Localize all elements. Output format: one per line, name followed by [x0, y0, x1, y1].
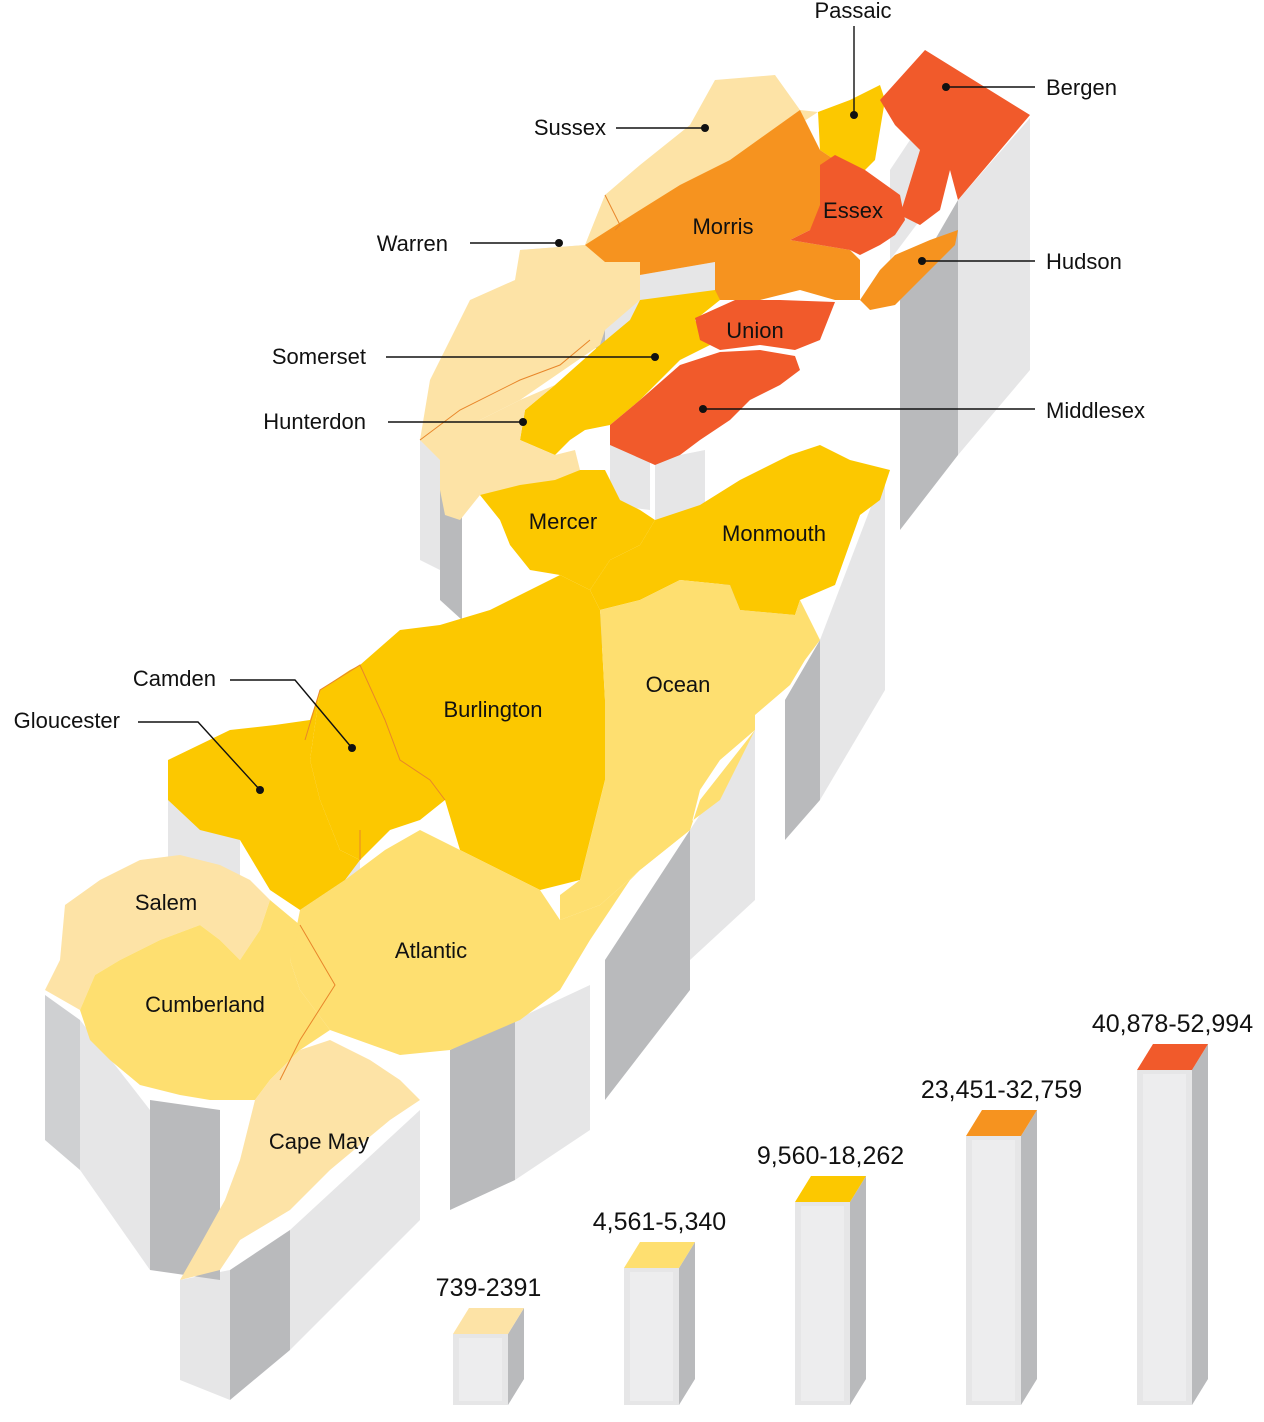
label-camden: Camden: [133, 666, 216, 691]
county-atlantic[interactable]: [290, 730, 755, 1055]
county-burlington[interactable]: [360, 575, 605, 890]
county-warren[interactable]: [420, 230, 640, 440]
label-hunterdon: Hunterdon: [263, 409, 366, 434]
callout-labels: Passaic Bergen Sussex Warren Hudson Some…: [14, 0, 1145, 794]
legend-label-4: 23,451-32,759: [921, 1076, 1082, 1104]
county-union[interactable]: [695, 300, 835, 350]
county-ocean[interactable]: [560, 580, 820, 920]
label-burlington: Burlington: [443, 697, 542, 722]
legend-column-3: 9,560-18,262: [757, 1142, 904, 1405]
county-camden[interactable]: [310, 665, 445, 860]
label-warren: Warren: [377, 231, 448, 256]
label-middlesex: Middlesex: [1046, 398, 1145, 423]
county-cape-may[interactable]: [180, 1040, 420, 1280]
county-hudson[interactable]: [860, 230, 958, 310]
county-shapes: [45, 50, 1030, 1280]
county-cumberland[interactable]: [80, 900, 330, 1100]
label-atlantic: Atlantic: [395, 938, 467, 963]
county-gloucester[interactable]: [168, 690, 360, 910]
legend-label-1: 739-2391: [436, 1274, 542, 1302]
county-essex[interactable]: [790, 155, 905, 255]
label-mercer: Mercer: [529, 509, 597, 534]
legend-column-5: 40,878-52,994: [1092, 1010, 1253, 1405]
label-salem: Salem: [135, 890, 197, 915]
legend-swatch-3: [795, 1176, 866, 1202]
label-cape-may: Cape May: [269, 1129, 369, 1154]
label-hudson: Hudson: [1046, 249, 1122, 274]
legend-swatch-2: [624, 1242, 695, 1268]
legend-column-4: 23,451-32,759: [921, 1076, 1082, 1405]
legend-column-2: 4,561-5,340: [593, 1208, 726, 1405]
county-bergen[interactable]: [880, 50, 1030, 225]
county-morris[interactable]: [585, 110, 860, 300]
label-somerset: Somerset: [272, 344, 366, 369]
label-bergen: Bergen: [1046, 75, 1117, 100]
label-essex: Essex: [823, 198, 883, 223]
legend-swatch-5: [1137, 1044, 1208, 1070]
label-passaic: Passaic: [814, 0, 891, 23]
county-monmouth[interactable]: [590, 445, 890, 615]
label-cumberland: Cumberland: [145, 992, 265, 1017]
legend-label-3: 9,560-18,262: [757, 1142, 904, 1170]
label-morris: Morris: [692, 214, 753, 239]
map-extrusion-walls: [45, 118, 1030, 1400]
county-mercer[interactable]: [480, 470, 655, 590]
label-monmouth: Monmouth: [722, 521, 826, 546]
county-sussex[interactable]: [585, 75, 818, 245]
legend-swatch-4: [966, 1110, 1037, 1136]
legend-swatch-1: [453, 1308, 524, 1334]
legend-column-1: 739-2391: [436, 1274, 542, 1405]
legend-label-2: 4,561-5,340: [593, 1208, 726, 1236]
county-somerset[interactable]: [520, 290, 720, 455]
label-gloucester: Gloucester: [14, 708, 120, 733]
label-union: Union: [726, 318, 783, 343]
label-sussex: Sussex: [534, 115, 606, 140]
legend-label-5: 40,878-52,994: [1092, 1010, 1253, 1038]
county-passaic[interactable]: [818, 85, 885, 175]
label-ocean: Ocean: [646, 672, 711, 697]
county-labels: Morris Essex Union Mercer Monmouth Ocean…: [135, 198, 883, 1154]
legend: 739-2391 4,561-5,340 9,560-18,262 23,451-32…: [436, 1010, 1253, 1405]
